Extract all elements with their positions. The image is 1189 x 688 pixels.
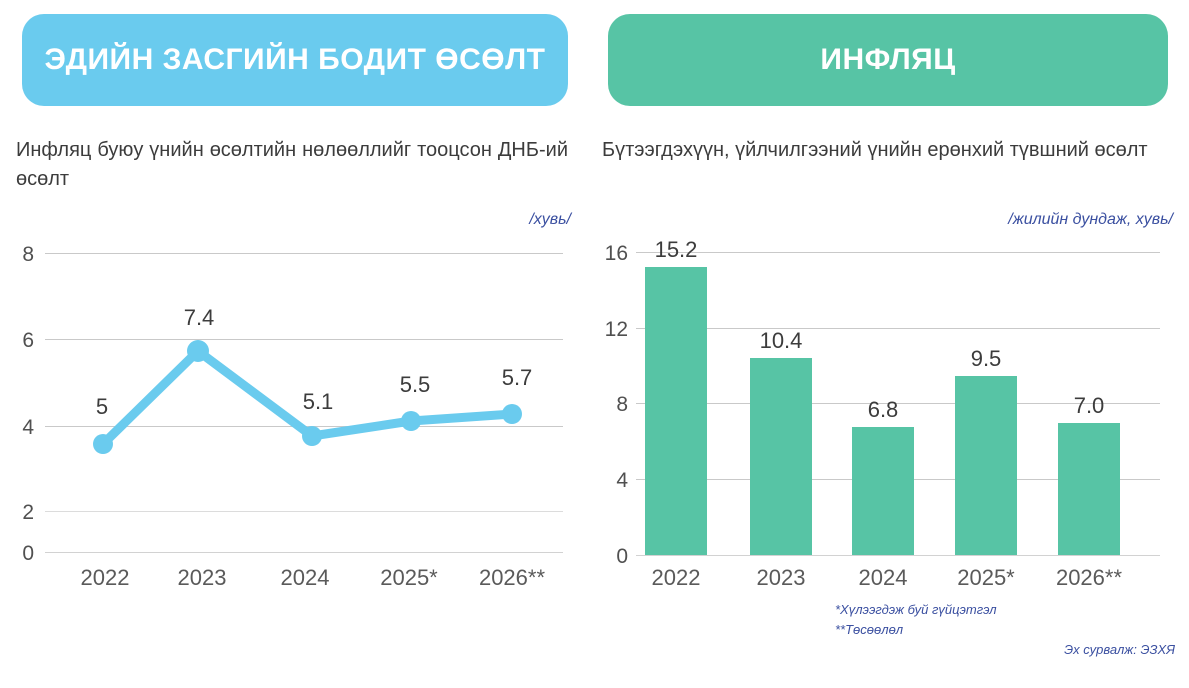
x-axis-ticks: 2022 2023 2024 2025* 2026**	[652, 565, 1123, 590]
y-tick-8: 8	[616, 393, 628, 416]
data-label-2022: 5	[96, 394, 108, 419]
x-tick-1: 2023	[178, 565, 227, 590]
footnotes-block: *Хүлээгдэж буй гүйцэтгэл **Төсөөлөл Эх с…	[835, 600, 1175, 660]
data-point-2025	[401, 411, 421, 431]
footnote-source: Эх сурвалж: ЭЗХЯ	[1064, 642, 1175, 658]
x-tick-2: 2024	[859, 565, 908, 590]
y-tick-2: 2	[22, 501, 34, 524]
gridlines	[45, 253, 563, 553]
x-tick-0: 2022	[652, 565, 701, 590]
data-point-2022	[93, 434, 113, 454]
data-point-2024	[302, 426, 322, 446]
gridlines	[636, 252, 1160, 556]
y-axis-ticks: 8 6 4 2 0	[22, 243, 34, 565]
data-point-2023	[187, 340, 209, 362]
bar-2026	[1058, 423, 1120, 555]
x-tick-1: 2023	[757, 565, 806, 590]
y-tick-0: 0	[616, 545, 628, 568]
data-label-2025: 9.5	[971, 346, 1002, 371]
series-line	[98, 346, 517, 449]
data-label-2025: 5.5	[400, 372, 431, 397]
x-tick-4: 2026**	[479, 565, 546, 590]
data-label-2022: 15.2	[655, 237, 698, 262]
unit-label-right: /жилийн дундаж, хувь/	[1008, 211, 1173, 228]
data-label-2026: 7.0	[1074, 393, 1105, 418]
panel-subtitle-real-growth: Инфляц буюу үнийн өсөлтийн нөлөөллийг то…	[16, 139, 568, 190]
bar-2022	[645, 267, 707, 555]
y-tick-12: 12	[605, 318, 628, 341]
data-labels: 15.2 10.4 6.8 9.5 7.0	[655, 237, 1105, 422]
panel-real-growth: ЭДИЙН ЗАСГИЙН БОДИТ ӨСӨЛТ Инфляц буюу үн…	[16, 14, 571, 590]
panel-inflation: ИНФЛЯЦ Бүтээгдэхүүн, үйлчилгээний үнийн …	[594, 0, 1189, 688]
x-tick-4: 2026**	[1056, 565, 1123, 590]
x-axis-ticks: 2022 2023 2024 2025* 2026**	[81, 565, 546, 590]
data-label-2024: 6.8	[868, 397, 899, 422]
panel-subtitle-inflation: Бүтээгдэхүүн, үйлчилгээний үнийн ерөнхий…	[602, 139, 1148, 161]
data-label-2023: 10.4	[760, 328, 803, 353]
data-label-2026: 5.7	[502, 365, 533, 390]
bars	[645, 267, 1120, 555]
footnote-expected: *Хүлээгдэж буй гүйцэтгэл	[835, 602, 997, 617]
y-tick-16: 16	[605, 242, 628, 265]
data-labels: 5 7.4 5.1 5.5 5.7	[96, 305, 532, 419]
x-tick-2: 2024	[281, 565, 330, 590]
panel-header-real-growth: ЭДИЙН ЗАСГИЙН БОДИТ ӨСӨЛТ	[22, 14, 568, 106]
series-markers	[93, 340, 522, 454]
y-tick-6: 6	[22, 329, 34, 352]
unit-label-left: /хувь/	[529, 211, 571, 228]
y-tick-0: 0	[22, 542, 34, 565]
footnote-forecast: **Төсөөлөл	[835, 622, 904, 638]
x-tick-0: 2022	[81, 565, 130, 590]
data-label-2024: 5.1	[303, 389, 334, 414]
y-axis-ticks: 16 12 8 4 0	[605, 242, 629, 568]
bar-2024	[852, 427, 914, 555]
panel-header-inflation: ИНФЛЯЦ	[608, 14, 1168, 106]
data-point-2026	[502, 404, 522, 424]
y-tick-4: 4	[616, 469, 628, 492]
data-label-2023: 7.4	[184, 305, 215, 330]
x-tick-3: 2025*	[957, 565, 1015, 590]
x-tick-3: 2025*	[380, 565, 438, 590]
bar-2023	[750, 358, 812, 555]
y-tick-8: 8	[22, 243, 34, 266]
bar-2025	[955, 376, 1017, 555]
y-tick-4: 4	[22, 416, 34, 439]
